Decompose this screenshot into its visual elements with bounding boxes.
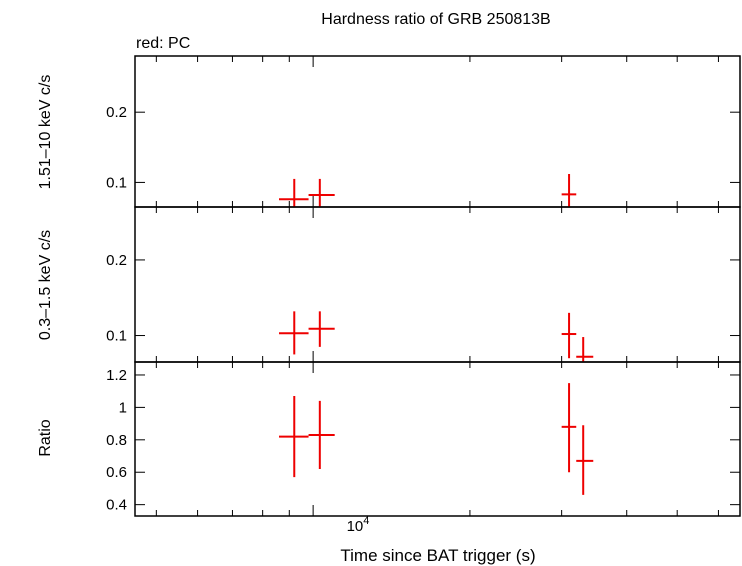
panel-3-frame	[134, 361, 741, 517]
y-tick-label: 0.1	[106, 328, 127, 345]
y-tick-label: 1	[119, 399, 127, 416]
y-tick-label: 0.4	[106, 497, 127, 514]
panel-1-y-axis-label: 1.51–10 keV c/s	[37, 75, 54, 190]
chart-subtitle: red: PC	[136, 35, 190, 52]
x-tick-label-exponent: 4	[363, 515, 369, 527]
plot-area: 0.1 0.2 0.1 0.2 0.4 0.6 0.8 1 1.2	[106, 55, 741, 517]
panel-2-y-axis-label: 0.3–1.5 keV c/s	[37, 230, 54, 340]
x-tick-label-10000: 104	[347, 515, 370, 535]
y-tick-label: 0.1	[106, 174, 127, 191]
chart-title: Hardness ratio of GRB 250813B	[321, 11, 550, 28]
panel-3-y-axis-label: Ratio	[37, 419, 54, 456]
y-tick-label: 1.2	[106, 367, 127, 384]
y-tick-label: 0.6	[106, 464, 127, 481]
panel-1-frame	[134, 55, 741, 208]
panel-2-frame	[134, 206, 741, 363]
y-tick-label: 0.8	[106, 432, 127, 449]
x-axis-label: Time since BAT trigger (s)	[340, 546, 535, 565]
y-tick-label: 0.2	[106, 104, 127, 121]
y-tick-label: 0.2	[106, 252, 127, 269]
x-tick-label-base: 10	[347, 518, 364, 535]
